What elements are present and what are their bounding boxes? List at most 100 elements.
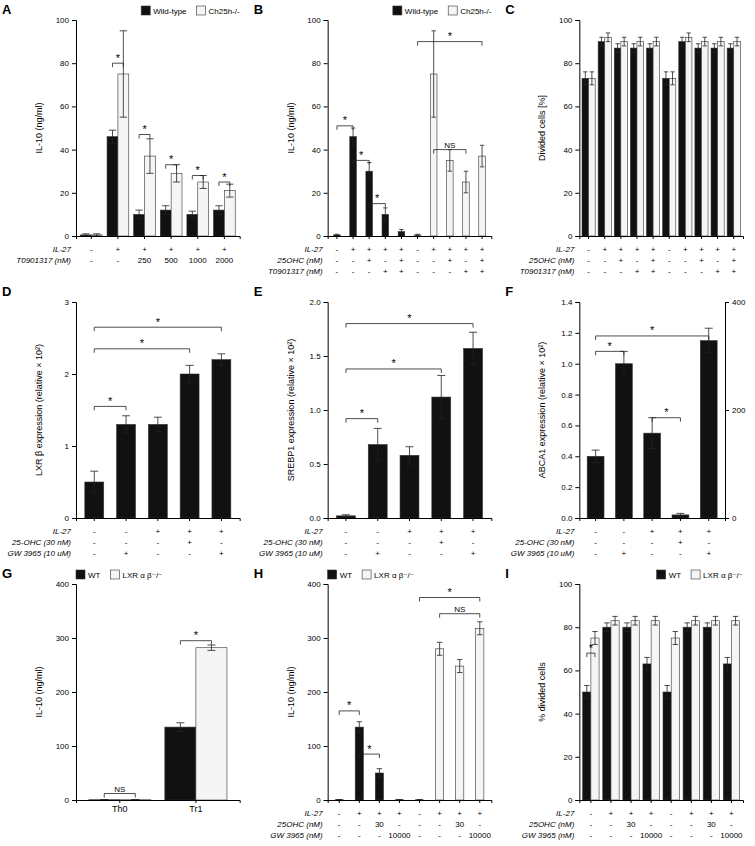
tick-mark [94,518,95,521]
tick-label: 100 [559,580,573,589]
tick-mark [221,518,222,521]
bar [615,364,632,518]
tick: 0.8 [561,391,579,400]
legend-swatch [362,570,371,579]
tick-label: 0 [732,514,737,523]
condition-row-label: T0901317 (nM) [520,267,575,276]
condition-label: + [447,256,452,265]
error-bar [713,616,718,625]
condition-label: - [594,527,597,536]
tick-mark [324,584,328,585]
tick [610,800,611,803]
axis-line [324,21,329,237]
tick-label: 60 [563,102,572,111]
condition-label: - [220,538,223,547]
condition-label: - [478,820,481,829]
tick-label: 1.4 [561,298,573,307]
tick-label: 40 [563,146,572,155]
condition-label: 30 [707,820,716,829]
condition-label: + [219,549,224,558]
bar [651,621,659,800]
condition-label: - [432,256,435,265]
condition-label: + [431,245,436,254]
tick-label: 400 [56,580,70,589]
error-bar [207,645,215,650]
condition-label: - [358,831,361,840]
tick: 200 [56,688,76,697]
bar [148,424,167,518]
significance-bracket [112,63,123,67]
error-bar [146,139,153,174]
tick-mark [482,236,483,239]
error-bar [100,799,108,800]
condition-label: + [357,809,362,818]
tick-mark [575,395,579,396]
error-bar [592,450,600,462]
error-bar [686,33,690,42]
condition-label: + [729,809,734,818]
tick-mark [324,638,328,639]
plot-area [583,616,740,800]
significance-bracket [94,406,126,410]
legend-swatch [110,570,119,579]
bar [663,692,671,800]
legend-item: Ch25h-/- [448,6,491,16]
legend-label: Wild-type [153,7,187,16]
tick-label: Th0 [112,804,128,814]
error-bar [415,234,419,235]
tick-mark [725,302,729,303]
panel: 0.00.51.01.52.0SREBP1 expression (relati… [254,284,492,558]
bar [695,48,702,236]
tick-label: 400 [307,580,321,589]
tick-mark [399,800,400,803]
condition-label: - [408,549,411,558]
condition-row-label: IL-27 [304,809,323,818]
axis-line [726,303,730,519]
x-axis [328,800,492,803]
error-bar [615,44,619,53]
y-axis: 0.00.20.40.60.81.01.21.4 [561,298,580,523]
condition-label: - [90,245,93,254]
tick-mark [324,106,328,107]
significance-bracket [434,150,466,154]
tick-label: 1.5 [310,352,322,361]
significance-label: * [407,312,412,324]
tick-mark [473,518,474,521]
tick: 100 [307,742,327,751]
significance-label: * [375,192,380,204]
error-bar [464,171,468,193]
tick-label: Tr1 [189,804,202,814]
condition-label: - [345,538,348,547]
tick: 400 [56,580,76,589]
axis-line [580,237,744,240]
tick-mark [575,518,579,519]
tick-label: 0 [316,796,321,805]
title: H [254,566,263,581]
tick [197,236,198,239]
tick: 0.2 [561,483,579,492]
tick [369,236,370,239]
tick-mark [680,518,681,521]
panel: 0.00.20.40.60.81.01.21.40200400ABCA1 exp… [505,284,746,558]
error-bar [162,206,169,215]
significance-bracket [353,160,369,164]
tick-mark [652,518,653,521]
significance-bracket [587,653,595,657]
tick: 2.0 [310,298,328,307]
tick: Th0 [112,800,128,814]
significance-bracket [596,336,709,340]
plot-area [335,622,484,800]
tick [671,800,672,803]
condition-row-label: GW 3965 (10 uM) [7,549,71,558]
tick-mark [731,800,732,803]
tick-label: 200 [307,688,321,697]
significance-label: * [347,699,352,711]
axis-line [77,237,241,240]
condition-label: - [93,527,96,536]
panel: 020406080100% divided cellsIIL-27-+++-++… [505,566,743,840]
significance-label: * [343,114,348,126]
significance-bracket [337,126,353,130]
tick: 0.4 [561,452,579,461]
legend-item: WT [76,570,101,580]
bar [120,799,151,800]
